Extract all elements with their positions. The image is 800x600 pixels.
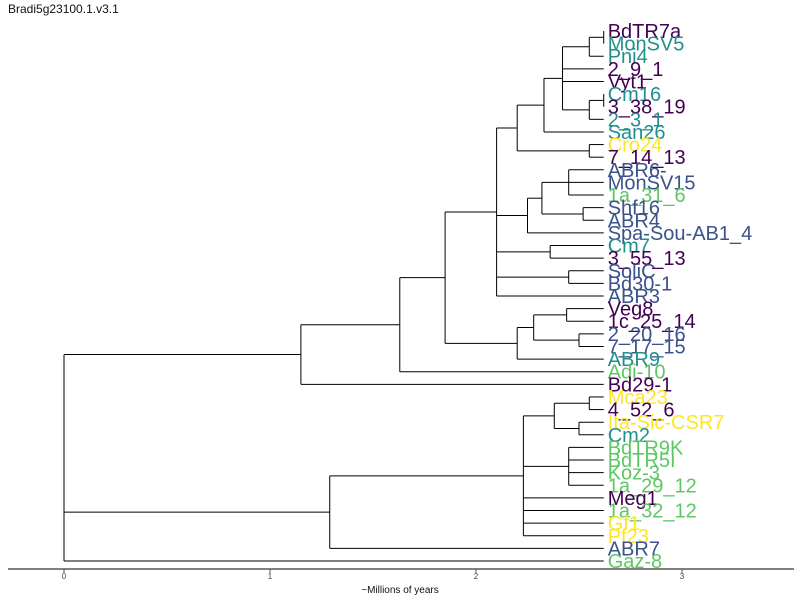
leaf-label: ABR4 (608, 210, 660, 232)
leaf-label: Mca23 (608, 387, 668, 409)
page-title: Bradi5g23100.1.v3.1 (8, 2, 119, 16)
x-axis-title: ~Millions of years (361, 585, 439, 596)
x-tick-label: 3 (680, 572, 685, 581)
leaf-label: Cro24 (608, 135, 662, 157)
leaf-label: 2_3_1 (608, 109, 664, 131)
leaf-label: 1c_25_14 (608, 311, 696, 333)
x-axis: 0 1 2 3 (8, 568, 794, 581)
leaf-label: SoliC (608, 261, 656, 283)
leaf-labels: BdTR7aMonSV5Pni42_9_1Vyt1Cm163_38_192_3_… (608, 21, 753, 573)
leaf-label: 7_14_13 (608, 147, 686, 169)
leaf-label: BdTR5I (608, 450, 676, 472)
leaf-label: Vyt1 (608, 71, 647, 93)
leaf-label: 3_38_19 (608, 97, 686, 119)
leaf-label: Pni4 (608, 46, 648, 68)
leaf-label: Cm2 (608, 425, 650, 447)
leaf-label: Pf23 (608, 526, 649, 548)
leaf-label: Cm16 (608, 84, 661, 106)
leaf-label: Adi-10 (608, 362, 666, 384)
leaf-label: 3_55_13 (608, 248, 686, 270)
leaf-label: Meg1 (608, 488, 658, 510)
leaf-label: BdTR9K (608, 437, 684, 459)
leaf-label: 2_20_16 (608, 324, 686, 346)
leaf-label: BdTR7a (608, 21, 682, 43)
leaf-label: Gf1 (608, 513, 640, 535)
x-tick-label: 0 (62, 572, 67, 581)
leaf-label: ABR7 (608, 538, 660, 560)
leaf-label: 2_9_1 (608, 59, 664, 81)
leaf-label: 7_17_15 (608, 336, 686, 358)
leaf-label: 1a_29_12 (608, 475, 697, 497)
leaf-label: Gaz-8 (608, 551, 662, 573)
leaf-label: Cm7 (608, 236, 650, 258)
leaf-label: Spa-Sou-AB1_4 (608, 223, 753, 245)
leaf-label: ABR9 (608, 349, 660, 371)
x-tick-label: 1 (268, 572, 273, 581)
x-tick-label: 2 (474, 572, 479, 581)
leaf-label: 4_52_6 (608, 400, 675, 422)
leaf-label: San26 (608, 122, 666, 144)
tree-branches (63, 31, 605, 562)
leaf-label: Shf16 (608, 198, 660, 220)
leaf-label: Ita-Sic-CSR7 (608, 412, 725, 434)
leaf-label: MonSV15 (608, 172, 696, 194)
leaf-label: MonSV5 (608, 34, 685, 56)
leaf-label: 1a_31_6 (608, 185, 686, 207)
leaf-label: 1a_32_12 (608, 501, 697, 523)
leaf-label: Koz-3 (608, 463, 660, 485)
leaf-label: ABR6- (608, 160, 667, 182)
leaf-label: Veg8 (608, 299, 654, 321)
leaf-label: Bd30-1 (608, 273, 673, 295)
leaf-label: ABR3 (608, 286, 660, 308)
leaf-label: Bd29-1 (608, 374, 673, 396)
